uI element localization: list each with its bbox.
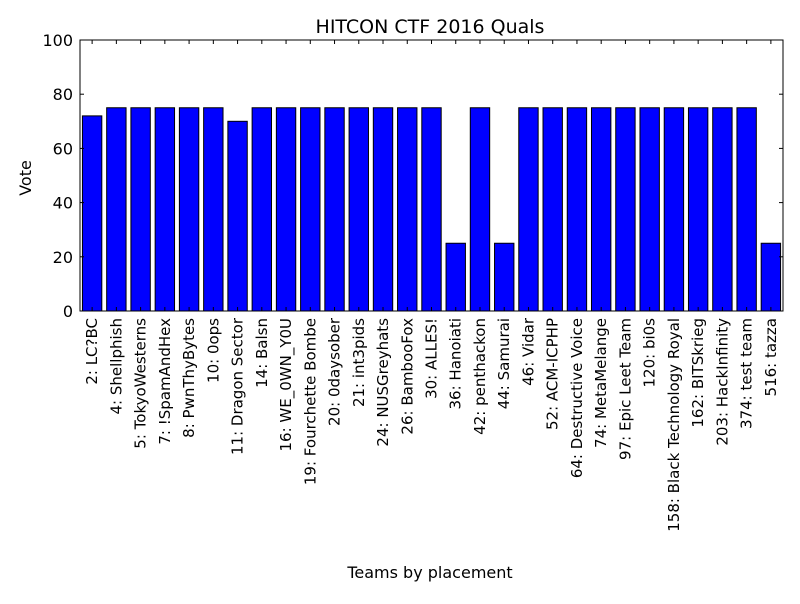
bar xyxy=(566,107,588,312)
bar xyxy=(227,120,248,312)
x-tick-label: 158: Black Technology Royal xyxy=(665,318,683,532)
bar xyxy=(494,242,515,312)
x-tick-label: 64: Destructive Voice xyxy=(568,318,586,478)
bars-layer xyxy=(81,107,782,312)
bar xyxy=(81,115,103,312)
bar xyxy=(130,107,151,312)
x-tick-label: 21: int3pids xyxy=(350,318,368,407)
bar xyxy=(421,107,442,312)
x-axis: 2: LC?BC 4: Shellphish 5: TokyoWesterns 7: … xyxy=(83,40,780,532)
x-tick-label: 20: 0daysober xyxy=(326,317,344,426)
y-tick-label: 80 xyxy=(53,85,73,104)
x-tick-label: 74: MetaMelange xyxy=(592,318,610,448)
bar xyxy=(154,107,176,312)
bar xyxy=(397,107,418,312)
bar xyxy=(736,107,757,312)
bar xyxy=(178,107,200,312)
y-tick-label: 40 xyxy=(53,194,73,213)
bar xyxy=(106,107,127,312)
x-tick-label: 16: WE_0WN_Y0U xyxy=(277,318,296,452)
bar xyxy=(760,242,782,312)
x-tick-label: 44: Samurai xyxy=(495,318,513,409)
x-tick-label: 30: ALLES! xyxy=(423,318,441,399)
x-tick-label: 46: Vidar xyxy=(519,317,537,386)
x-tick-label: 14: Balsn xyxy=(253,318,271,388)
x-tick-label: 10: 0ops xyxy=(204,318,222,383)
x-tick-label: 5: TokyoWesterns xyxy=(132,318,150,449)
y-tick-label: 0 xyxy=(63,302,73,321)
y-axis: 0 20 40 60 80 100 xyxy=(42,31,783,321)
bar xyxy=(300,107,321,312)
x-tick-label: 374: test team xyxy=(738,318,756,429)
bar xyxy=(445,242,466,312)
x-tick-label: 203: HackInfinity xyxy=(713,318,731,446)
y-tick-label: 60 xyxy=(53,139,73,158)
x-tick-label: 36: Hanoiati xyxy=(447,318,465,409)
bar xyxy=(469,107,491,312)
chart-title: HITCON CTF 2016 Quals xyxy=(316,16,545,38)
x-tick-label: 26: BambooFox xyxy=(398,318,416,435)
bar xyxy=(615,107,636,312)
bar xyxy=(542,107,563,312)
x-tick-label: 97: Epic Leet Team xyxy=(616,318,634,460)
bar xyxy=(203,107,224,312)
x-tick-label: 162: BITSkrieg xyxy=(689,318,707,428)
bar xyxy=(251,107,272,312)
x-tick-label: 24: NUSGreyhats xyxy=(374,318,392,447)
bar xyxy=(275,107,297,312)
x-tick-label: 19: Fourchette Bombe xyxy=(301,318,319,485)
y-axis-label: Vote xyxy=(16,160,35,196)
y-tick-label: 20 xyxy=(53,248,73,267)
bar xyxy=(518,107,539,312)
x-tick-label: 516: tazza xyxy=(762,318,780,396)
bar xyxy=(324,107,345,312)
x-axis-label: Teams by placement xyxy=(346,563,512,582)
bar xyxy=(663,107,685,312)
bar xyxy=(372,107,394,312)
x-tick-label: 4: Shellphish xyxy=(107,318,125,414)
bar xyxy=(712,107,733,312)
x-tick-label: 2: LC?BC xyxy=(83,318,101,385)
y-tick-label: 100 xyxy=(42,31,73,50)
bar xyxy=(348,107,369,312)
x-tick-label: 7: !SpamAndHex xyxy=(156,318,174,445)
bar xyxy=(590,107,612,312)
x-tick-label: 11: Dragon Sector xyxy=(229,317,247,455)
x-tick-label: 8: PwnThyBytes xyxy=(180,318,198,438)
bar xyxy=(687,107,709,312)
x-tick-label: 120: bi0s xyxy=(641,318,659,388)
x-tick-label: 52: ACM-ICPHP xyxy=(544,318,562,430)
x-tick-label: 42: penthackon xyxy=(471,318,489,435)
bar xyxy=(639,107,660,312)
